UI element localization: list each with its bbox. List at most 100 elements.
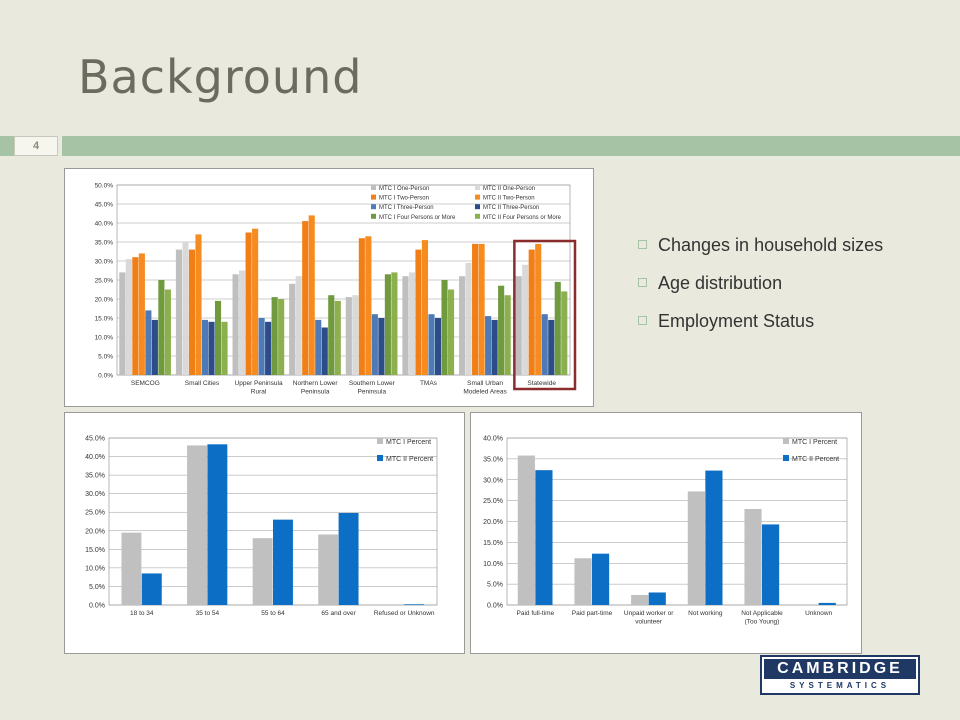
bar bbox=[138, 253, 145, 375]
legend-swatch bbox=[783, 455, 789, 461]
bar bbox=[371, 314, 378, 375]
y-tick-label: 20.0% bbox=[85, 528, 105, 535]
bar bbox=[295, 276, 302, 375]
y-tick-label: 30.0% bbox=[95, 259, 114, 266]
legend-label: MTC II Percent bbox=[386, 456, 433, 463]
legend-label: MTC II Four Persons or More bbox=[483, 215, 562, 221]
household-size-chart: 0.0% 5.0% 10.0% 15.0% 20.0% 25.0% 30.0% 35.0% 40… bbox=[64, 168, 594, 407]
bar bbox=[592, 553, 610, 605]
x-tick-label: Not working bbox=[688, 610, 723, 617]
bar bbox=[561, 291, 568, 375]
y-tick-label: 30.0% bbox=[85, 491, 105, 498]
bar bbox=[164, 289, 171, 375]
y-tick-label: 15.0% bbox=[95, 316, 114, 323]
y-tick-label: 25.0% bbox=[95, 278, 114, 285]
bar bbox=[175, 249, 183, 375]
bar bbox=[428, 314, 435, 375]
bar bbox=[818, 602, 836, 605]
bar bbox=[378, 318, 385, 375]
bar bbox=[574, 558, 592, 605]
bar bbox=[472, 243, 479, 375]
bullet-item: Employment Status bbox=[636, 310, 883, 332]
legend-label: MTC I Two-Person bbox=[379, 196, 429, 202]
y-tick-label: 45.0% bbox=[95, 202, 114, 209]
legend-swatch bbox=[371, 185, 376, 190]
bar bbox=[762, 524, 780, 605]
x-tick-label: 55 to 64 bbox=[261, 610, 285, 617]
bar bbox=[252, 228, 259, 375]
bullet-item: Changes in household sizes bbox=[636, 234, 883, 256]
bar bbox=[648, 592, 666, 605]
legend-label: MTC I Four Persons or More bbox=[379, 215, 456, 221]
legend-swatch bbox=[475, 204, 480, 210]
bar bbox=[504, 295, 511, 375]
x-tick-label: Peninsula bbox=[301, 389, 330, 396]
bar bbox=[289, 283, 296, 375]
bar bbox=[145, 310, 152, 375]
y-tick-label: 0.0% bbox=[98, 373, 113, 380]
header-rule-right bbox=[62, 136, 960, 156]
bar bbox=[187, 445, 207, 605]
x-tick-label: 65 and over bbox=[321, 610, 356, 617]
legend-label: MTC II Three-Person bbox=[483, 205, 539, 211]
y-tick-label: 0.0% bbox=[89, 603, 105, 610]
bar bbox=[245, 232, 252, 375]
household-size-chart-svg: 0.0% 5.0% 10.0% 15.0% 20.0% 25.0% 30.0% 35.0% 40… bbox=[95, 183, 577, 396]
bar bbox=[252, 538, 273, 605]
y-tick-label: 35.0% bbox=[483, 456, 503, 463]
bar bbox=[744, 508, 762, 605]
y-tick-label: 35.0% bbox=[85, 473, 105, 480]
x-tick-label: Upper Peninsula bbox=[235, 380, 283, 387]
bar bbox=[498, 285, 505, 375]
bar bbox=[232, 274, 239, 375]
legend-swatch bbox=[377, 438, 383, 444]
legend-swatch bbox=[475, 185, 480, 190]
bar bbox=[345, 297, 352, 375]
logo-bottom-text: SYSTEMATICS bbox=[789, 681, 891, 690]
bar bbox=[334, 300, 341, 375]
bullet-item: Age distribution bbox=[636, 272, 883, 294]
y-tick-label: 40.0% bbox=[483, 436, 503, 443]
bar bbox=[119, 272, 126, 375]
employment-status-chart-svg: 0.0% 5.0% 10.0% 15.0% 20.0% 25.0% 30.0% 35.0% 40… bbox=[483, 436, 848, 626]
bar bbox=[515, 276, 522, 375]
legend-label: MTC II Percent bbox=[792, 456, 839, 463]
legend-swatch bbox=[371, 194, 376, 200]
bar bbox=[265, 321, 272, 375]
legend-swatch bbox=[371, 213, 376, 219]
x-tick-label: Refused or Unknown bbox=[374, 610, 435, 617]
bar bbox=[271, 297, 278, 375]
bar bbox=[391, 272, 398, 375]
bar bbox=[308, 215, 315, 375]
highlight-box bbox=[513, 239, 577, 391]
x-tick-label: Peninsula bbox=[358, 389, 387, 396]
bullet-text: Changes in household sizes bbox=[658, 235, 884, 255]
x-tick-label: SEMCOG bbox=[131, 380, 160, 387]
bar bbox=[517, 455, 535, 605]
y-tick-label: 20.0% bbox=[95, 297, 114, 304]
x-tick-label: 18 to 34 bbox=[130, 610, 154, 617]
bar bbox=[278, 299, 285, 375]
y-tick-label: 35.0% bbox=[95, 240, 114, 247]
bar bbox=[338, 512, 359, 605]
bar bbox=[554, 281, 561, 375]
y-tick-label: 10.0% bbox=[483, 561, 503, 568]
bar bbox=[214, 300, 222, 375]
bullet-text: Employment Status bbox=[658, 311, 815, 331]
legend-label: MTC II One-Person bbox=[483, 186, 535, 192]
legend-swatch bbox=[783, 438, 789, 444]
bar bbox=[478, 243, 485, 375]
bar bbox=[315, 319, 322, 375]
y-tick-label: 0.0% bbox=[487, 603, 503, 610]
y-tick-label: 45.0% bbox=[85, 436, 105, 443]
bar bbox=[548, 319, 555, 375]
bar bbox=[132, 257, 139, 375]
bullet-square-icon bbox=[638, 316, 647, 325]
bar bbox=[415, 249, 422, 375]
bar bbox=[705, 470, 723, 605]
bar bbox=[201, 319, 209, 375]
x-tick-label: Statewide bbox=[527, 380, 556, 387]
bar bbox=[151, 319, 158, 375]
legend-swatch bbox=[371, 204, 376, 210]
bar bbox=[434, 318, 442, 375]
